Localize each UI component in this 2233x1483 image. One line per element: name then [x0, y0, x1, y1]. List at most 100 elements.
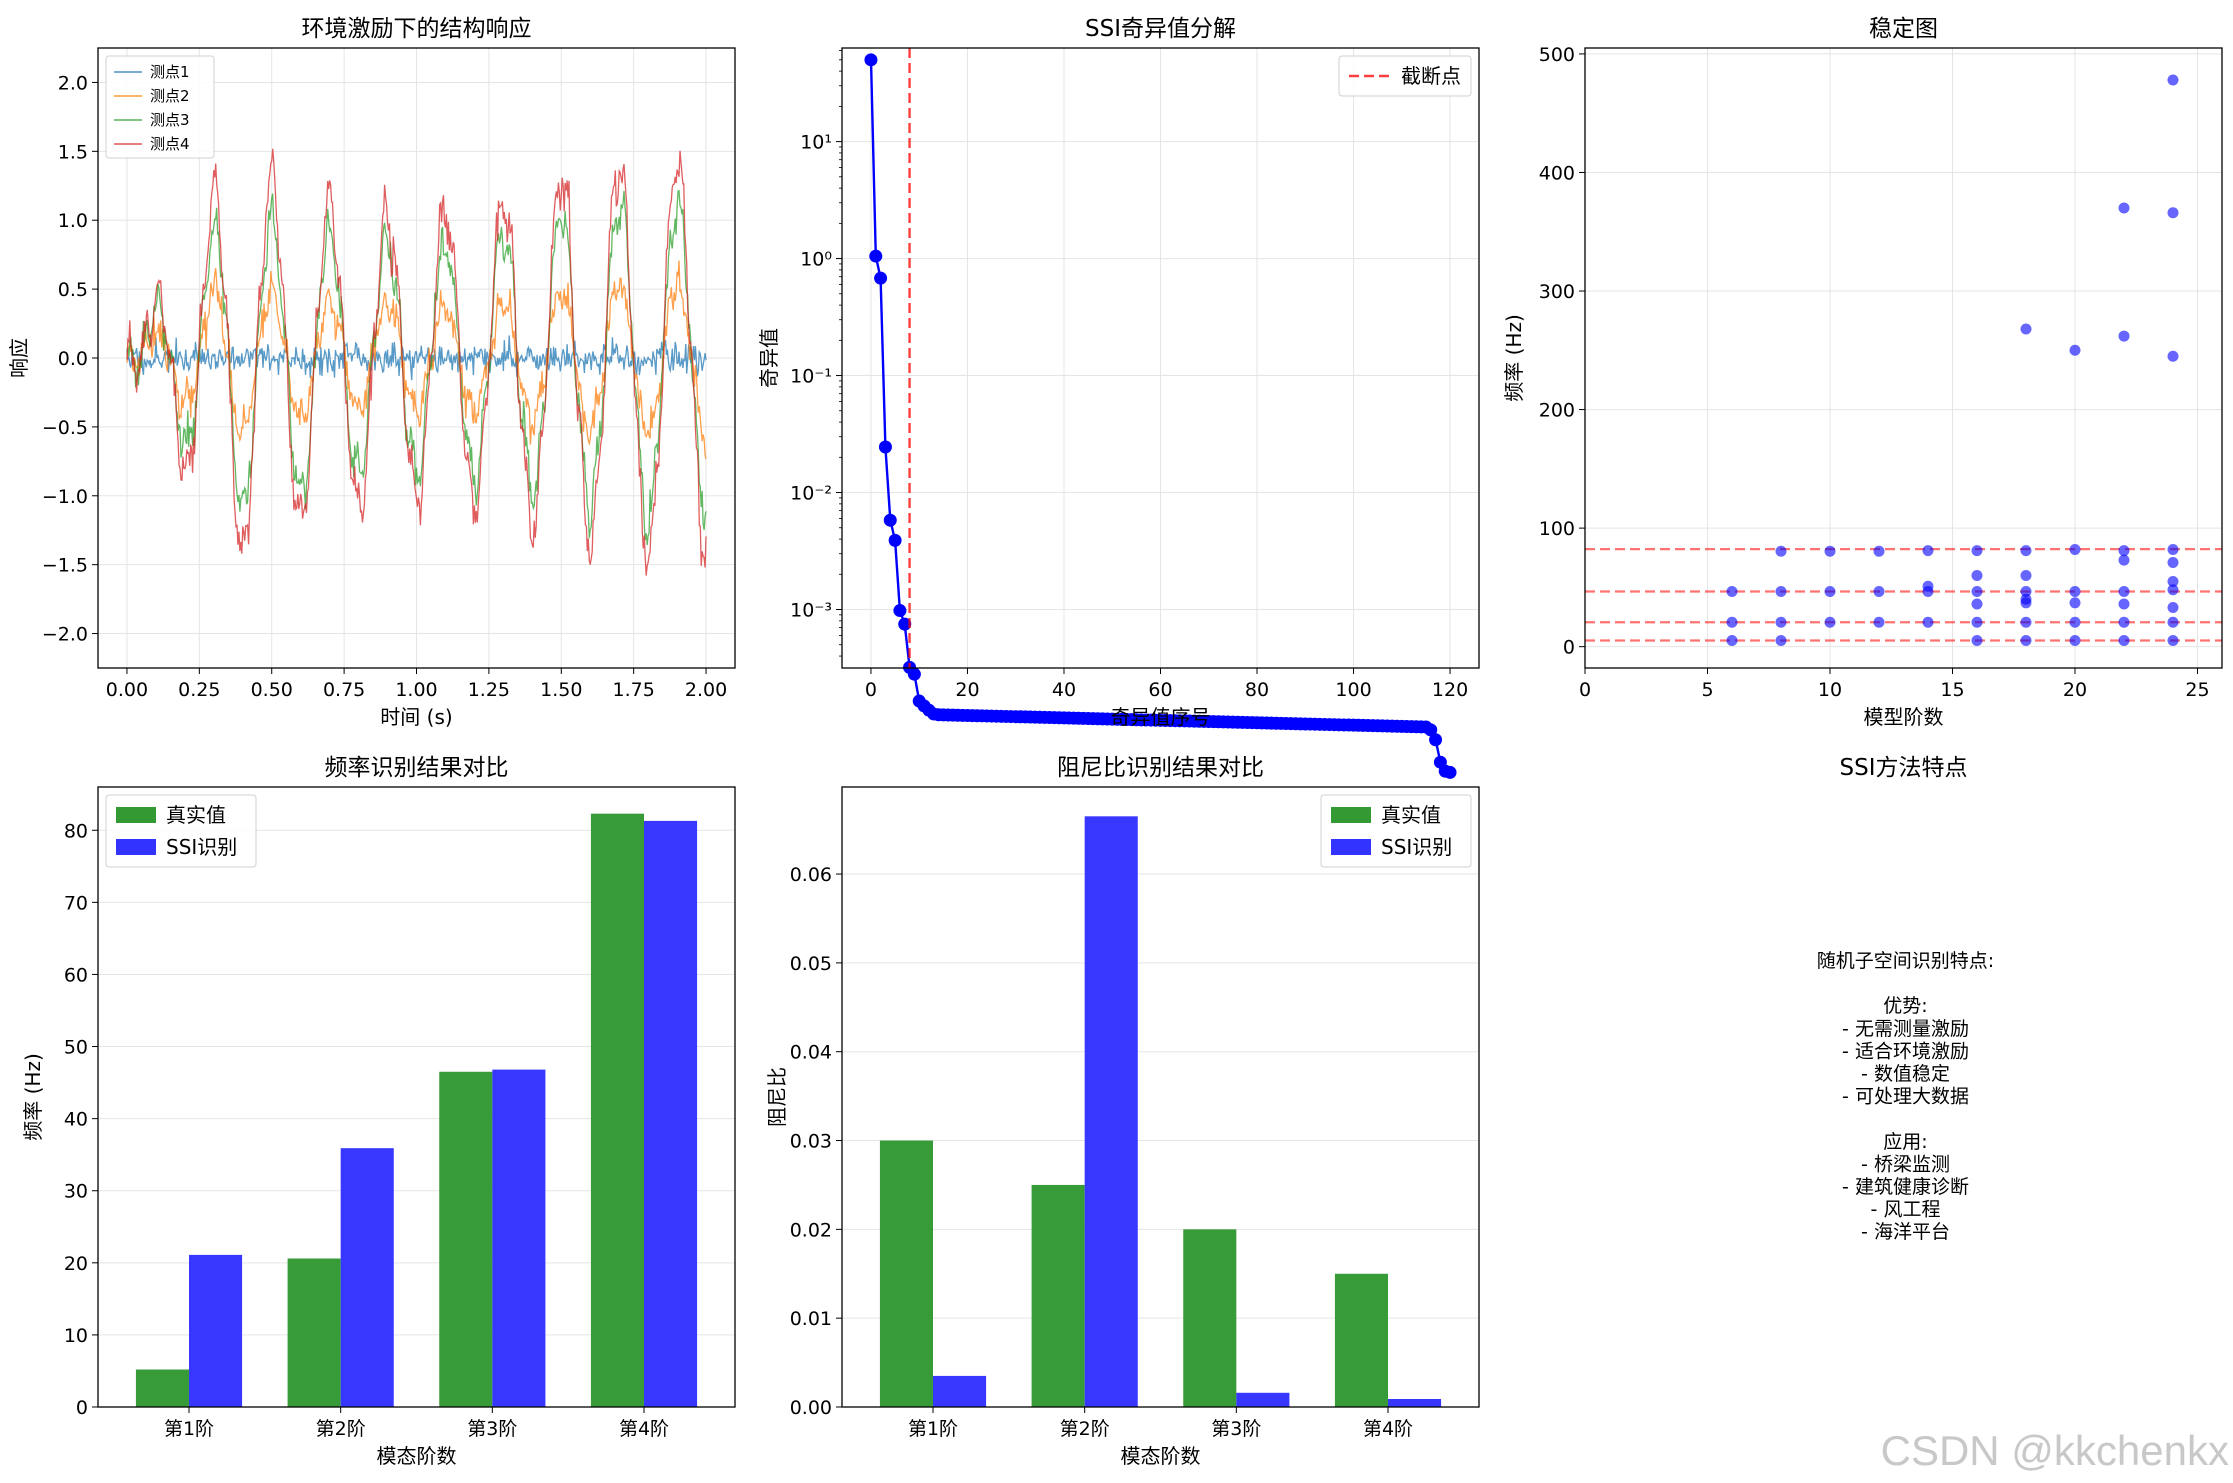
damping-legend: 真实值 SSI识别 [1320, 794, 1472, 868]
stability-point [2020, 586, 2032, 598]
singular-ylabel: 奇异值 [757, 328, 781, 388]
features-line: 优势: [1883, 995, 1927, 1017]
damping-bar [1084, 816, 1138, 1407]
response-ytick-label: 2.0 [58, 72, 88, 94]
damping-legend-label: 真实值 [1381, 803, 1441, 827]
freq-bar [135, 1369, 189, 1407]
damping-axes-frame [841, 786, 1480, 1408]
stability-point [2069, 634, 2081, 646]
freq-ytick-label: 40 [64, 1109, 88, 1131]
stability-point [2167, 584, 2179, 596]
freq-bar [340, 1148, 394, 1407]
freq-bar [287, 1258, 341, 1407]
stability-point [1873, 616, 1885, 628]
stability-point [1971, 598, 1983, 610]
response-ylabel: 响应 [7, 338, 31, 378]
stability-xtick-label: 5 [1701, 679, 1713, 701]
singular-point [1424, 723, 1438, 737]
damping-ytick-label: 0.02 [790, 1219, 832, 1241]
response-title: 环境激励下的结构响应 [302, 16, 532, 42]
response-xtick-label: 0.75 [323, 679, 365, 701]
response-series-line [126, 260, 707, 460]
freq-legend: 真实值 SSI识别 [105, 794, 257, 868]
stability-point [2167, 556, 2179, 568]
freq-xtick-label: 第1阶 [164, 1418, 214, 1440]
stability-ytick-label: 100 [1539, 518, 1575, 540]
stability-point [2069, 616, 2081, 628]
response-xtick-label: 0.00 [106, 679, 148, 701]
singular-point [1429, 733, 1443, 747]
singular-legend-box [1338, 55, 1472, 97]
singular-xtick-label: 0 [865, 679, 877, 701]
response-ytick-label: −1.5 [42, 555, 88, 577]
singular-point [898, 617, 912, 631]
damping-bar [1334, 1273, 1388, 1407]
features-line: - 可处理大数据 [1842, 1086, 1969, 1108]
stability-point [2069, 344, 2081, 356]
stability-point [2118, 545, 2130, 557]
damping-ylabel: 阻尼比 [765, 1067, 789, 1127]
freq-bar [644, 820, 698, 1407]
stability-xtick-label: 15 [1940, 679, 1964, 701]
features-line: - 海洋平台 [1861, 1221, 1950, 1243]
damping-ytick-label: 0.00 [790, 1397, 832, 1419]
stability-point [2069, 586, 2081, 598]
features-line: - 数值稳定 [1861, 1063, 1950, 1085]
damping-xtick-label: 第1阶 [908, 1418, 958, 1440]
response-ytick-label: 0.0 [58, 348, 88, 370]
stability-point [1922, 616, 1934, 628]
singular-ytick-label: 10¹ [800, 132, 832, 154]
response-ytick-label: 1.5 [58, 141, 88, 163]
singular-ytick-label: 10⁻² [790, 483, 832, 505]
damping-legend-swatch [1331, 839, 1371, 855]
features-title: SSI方法特点 [1840, 755, 1968, 781]
stability-point [1726, 616, 1738, 628]
stability-point [1873, 586, 1885, 598]
response-series-line [126, 189, 707, 546]
stability-ytick-label: 0 [1563, 637, 1575, 659]
damping-xtick-label: 第4阶 [1363, 1418, 1413, 1440]
freq-ytick-label: 0 [76, 1397, 88, 1419]
freq-title: 频率识别结果对比 [325, 755, 509, 781]
features-line: - 桥梁监测 [1861, 1153, 1950, 1175]
freq-ytick-label: 60 [64, 964, 88, 986]
damping-xtick-label: 第2阶 [1060, 1418, 1110, 1440]
singular-legend-label: 截断点 [1401, 64, 1461, 88]
stability-point [1971, 616, 1983, 628]
stability-point [1971, 634, 1983, 646]
response-legend-box [105, 55, 215, 159]
stability-point [1971, 570, 1983, 582]
singular-title: SSI奇异值分解 [1085, 16, 1236, 42]
stability-point [1775, 545, 1787, 557]
singular-point [907, 667, 921, 681]
response-xtick-label: 1.25 [468, 679, 510, 701]
response-xtick-label: 1.50 [540, 679, 582, 701]
response-series-line [126, 148, 707, 576]
damping-bar [933, 1375, 987, 1407]
stability-xtick-label: 10 [1818, 679, 1842, 701]
freq-bar [189, 1254, 243, 1407]
singular-ytick-label: 10⁰ [800, 249, 832, 271]
freq-bar [439, 1071, 493, 1407]
stability-ylabel: 频率 (Hz) [1502, 314, 1526, 402]
stability-point [2020, 634, 2032, 646]
watermark: CSDN @kkchenkx [1880, 1427, 2229, 1474]
stability-point [2020, 593, 2032, 605]
stability-point [2167, 616, 2179, 628]
stability-point [1775, 616, 1787, 628]
stability-point [2118, 634, 2130, 646]
response-ytick-label: 1.0 [58, 210, 88, 232]
stability-point [2069, 597, 2081, 609]
stability-point [1775, 586, 1787, 598]
damping-legend-label: SSI识别 [1381, 835, 1452, 859]
stability-point [2118, 202, 2130, 214]
features-line: - 无需测量激励 [1842, 1018, 1969, 1040]
singular-xtick-label: 40 [1052, 679, 1076, 701]
freq-xtick-label: 第4阶 [619, 1418, 669, 1440]
freq-ytick-label: 30 [64, 1181, 88, 1203]
singular-point [888, 533, 902, 547]
stability-point [2167, 575, 2179, 587]
stability-point [2118, 330, 2130, 342]
stability-point [1775, 634, 1787, 646]
